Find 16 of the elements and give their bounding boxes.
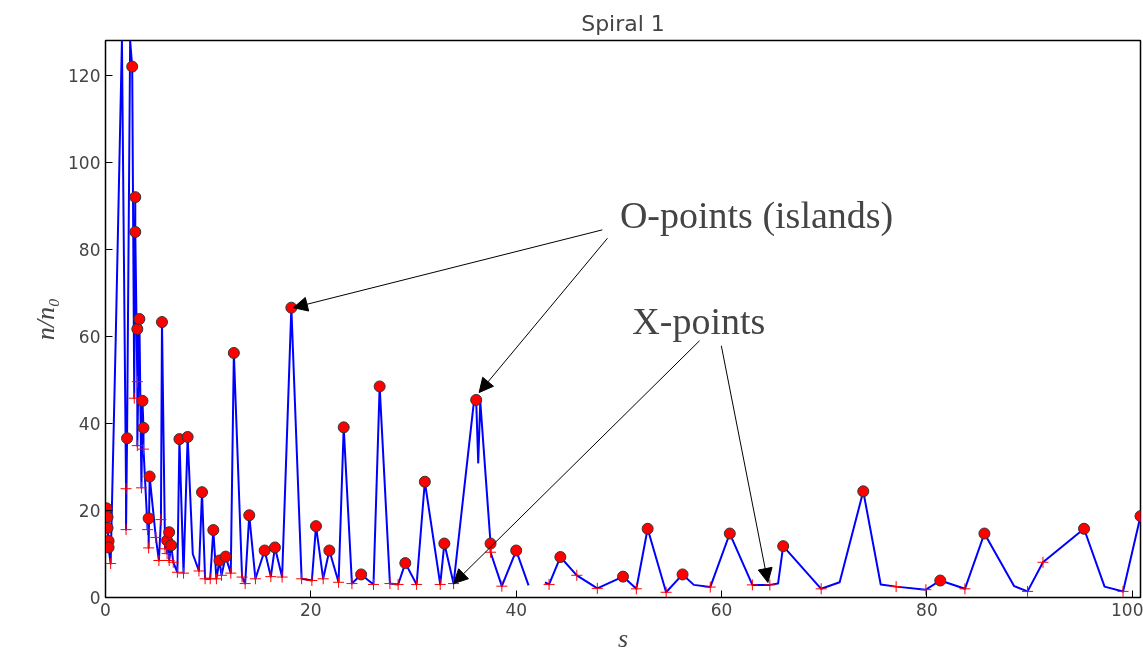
x-tick-label: 80: [916, 599, 938, 620]
x-tick-label: 60: [710, 599, 733, 620]
y-tick-label: 20: [78, 500, 101, 521]
annotation: O-points (islands): [619, 194, 894, 238]
y-tick-label: 120: [68, 65, 101, 86]
y-axis-title: n/n₀: [31, 297, 61, 341]
y-tick-label: 60: [78, 326, 101, 347]
y-tick-label: 80: [78, 239, 101, 260]
x-tick-label: 100: [1111, 599, 1143, 620]
y-tick-label: 40: [78, 413, 101, 434]
x-axis-title: s: [617, 623, 629, 653]
chart-title: Spiral 1: [581, 10, 665, 36]
annotation: X-points: [632, 299, 766, 342]
x-tick-label: 40: [505, 599, 528, 620]
y-tick-label: 100: [68, 152, 101, 173]
x-tick-label: 20: [300, 599, 322, 620]
